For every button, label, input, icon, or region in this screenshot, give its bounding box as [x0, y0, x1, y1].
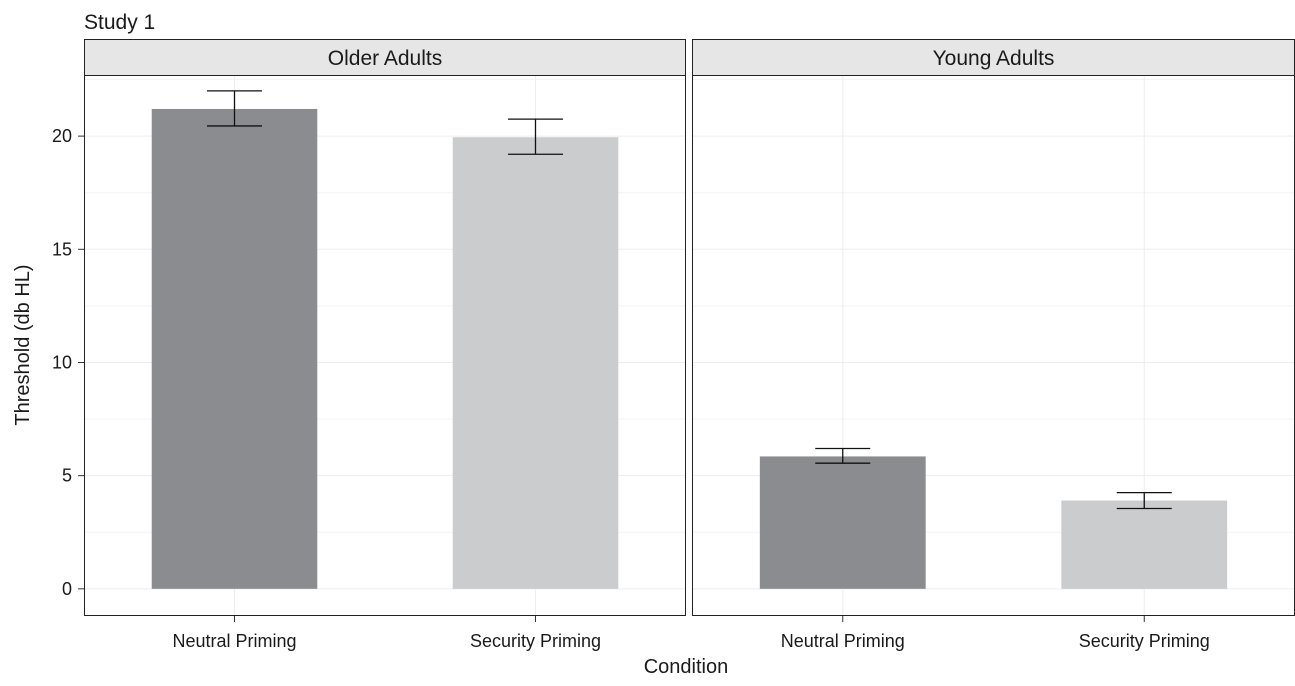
panel-2: Neutral Priming Security Priming Young Adu…	[692, 39, 1295, 651]
x-tick-label: Security Priming	[1079, 631, 1210, 651]
x-axis-title: Condition	[644, 656, 729, 678]
x-tick-label: Neutral Priming	[781, 631, 905, 651]
y-tick-label: 10	[52, 352, 72, 372]
panel-1: Neutral Priming Security Priming Older Adu…	[84, 39, 686, 651]
x-tick-label: Neutral Priming	[172, 631, 296, 651]
bar-security	[452, 137, 619, 589]
panels-layer: Neutral Priming Security Priming Older Adu…	[52, 39, 1295, 651]
strip-header	[84, 39, 686, 76]
bar-neutral	[151, 108, 318, 589]
y-tick-label: 5	[62, 466, 72, 486]
y-axis-title: Threshold (db HL)	[12, 264, 34, 425]
strip-header	[692, 39, 1295, 76]
y-tick-label: 0	[62, 579, 72, 599]
strip-label: Young Adults	[933, 47, 1055, 70]
chart-title: Study 1	[84, 11, 155, 34]
y-tick-label: 15	[52, 239, 72, 259]
strip-label: Older Adults	[328, 47, 442, 70]
bar-security	[1061, 500, 1228, 589]
x-tick-label: Security Priming	[470, 631, 601, 651]
bar-neutral	[759, 456, 926, 589]
y-tick-label: 20	[52, 126, 72, 146]
